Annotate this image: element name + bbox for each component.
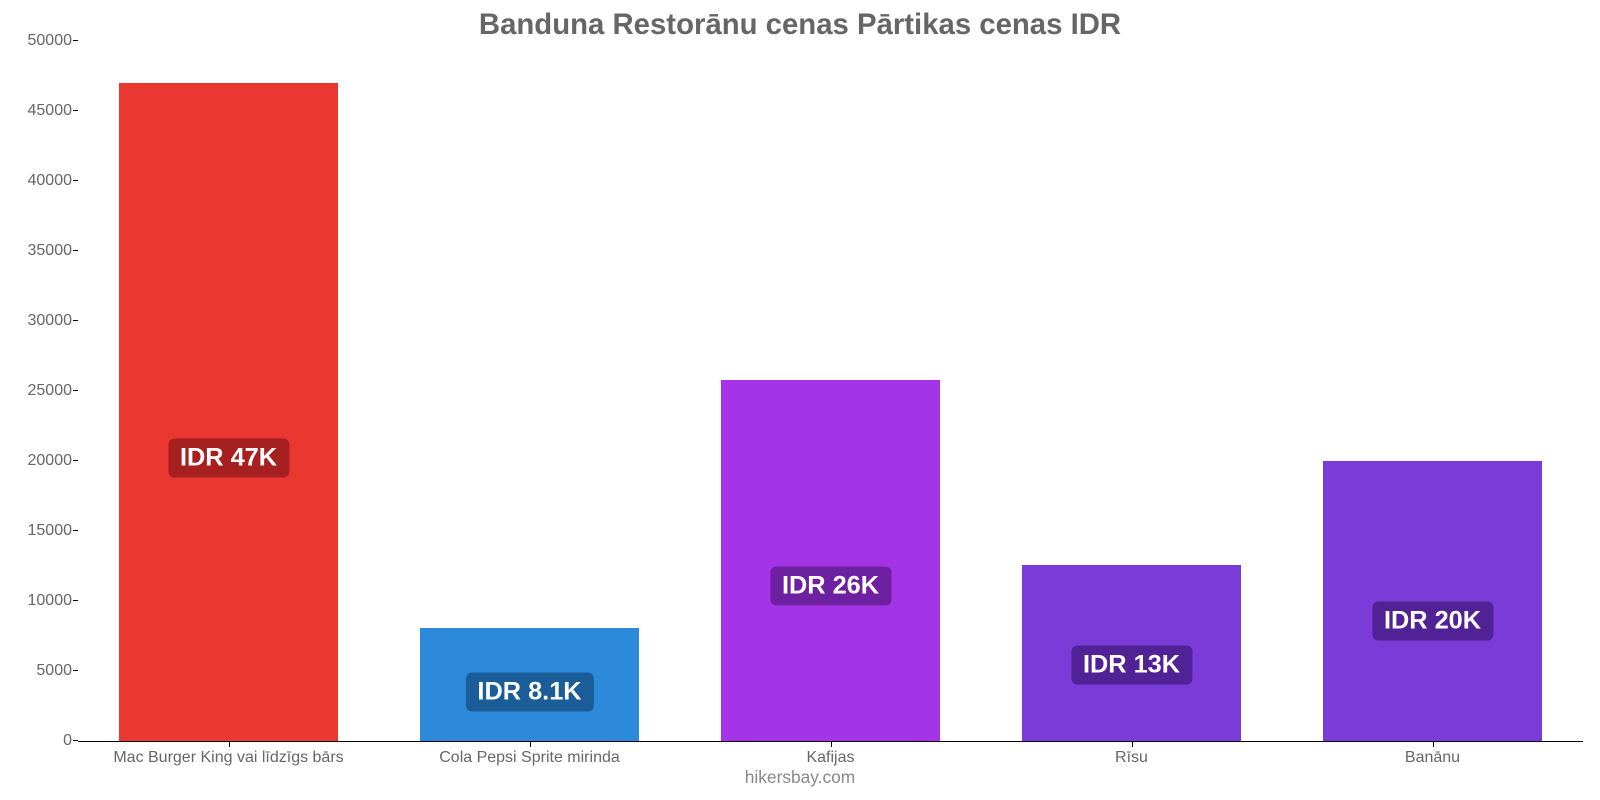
plot-area: 0500010000150002000025000300003500040000…: [78, 42, 1583, 742]
y-axis-tick-label: 15000: [28, 522, 79, 540]
y-axis-tick-mark: [73, 530, 78, 531]
x-axis-tick-mark: [1433, 742, 1434, 747]
y-axis-tick-mark: [73, 600, 78, 601]
y-axis-tick-mark: [73, 390, 78, 391]
y-axis-tick-label: 0: [63, 732, 78, 750]
price-bar-chart: Banduna Restorānu cenas Pārtikas cenas I…: [0, 0, 1600, 800]
x-axis-tick-mark: [831, 742, 832, 747]
y-axis-tick-label: 50000: [28, 32, 79, 50]
y-axis-tick-label: 20000: [28, 452, 79, 470]
bar-value-badge: IDR 26K: [770, 566, 891, 605]
y-axis-tick-mark: [73, 250, 78, 251]
y-axis-tick-label: 10000: [28, 592, 79, 610]
x-axis-tick-mark: [229, 742, 230, 747]
y-axis-tick-label: 30000: [28, 312, 79, 330]
x-axis-tick-mark: [530, 742, 531, 747]
bar-value-badge: IDR 8.1K: [465, 673, 593, 712]
y-axis-tick-mark: [73, 320, 78, 321]
chart-title: Banduna Restorānu cenas Pārtikas cenas I…: [0, 8, 1600, 42]
x-axis-tick-mark: [1132, 742, 1133, 747]
y-axis-tick-mark: [73, 670, 78, 671]
y-axis-tick-mark: [73, 460, 78, 461]
y-axis-tick-label: 45000: [28, 102, 79, 120]
y-axis-tick-label: 40000: [28, 172, 79, 190]
price-bar: [119, 83, 339, 741]
y-axis-tick-mark: [73, 110, 78, 111]
y-axis-tick-label: 35000: [28, 242, 79, 260]
bar-value-badge: IDR 13K: [1071, 646, 1192, 685]
y-axis-tick-mark: [73, 740, 78, 741]
y-axis-tick-mark: [73, 180, 78, 181]
y-axis-tick-mark: [73, 40, 78, 41]
bar-value-badge: IDR 47K: [168, 439, 289, 478]
bar-value-badge: IDR 20K: [1372, 601, 1493, 640]
y-axis-tick-label: 5000: [36, 662, 78, 680]
chart-source-footer: hikersbay.com: [0, 767, 1600, 788]
y-axis-tick-label: 25000: [28, 382, 79, 400]
price-bar: [721, 380, 941, 741]
